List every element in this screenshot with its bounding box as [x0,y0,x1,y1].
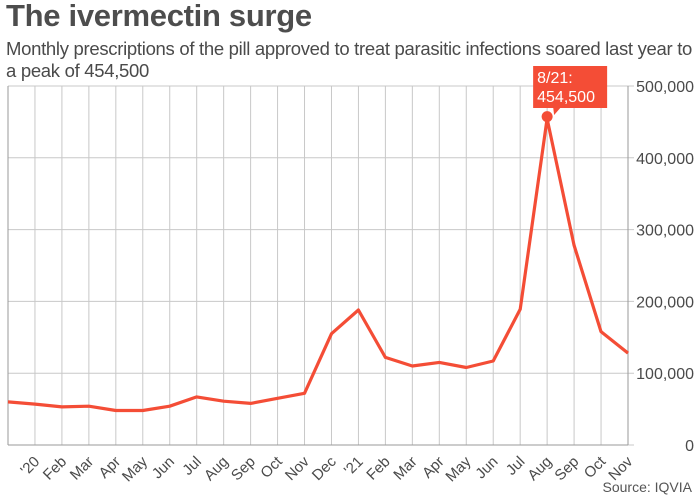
x-tick-label: Jun [472,453,501,482]
x-tick-label: Feb [40,453,70,483]
y-axis: 0 100,000 200,000 300,000 400,000 500,000 [636,79,694,455]
x-tick-label: Sep [228,453,259,484]
x-tick-label: May [442,453,474,485]
x-tick-label: Aug [524,453,555,484]
x-tick-label: Jun [149,453,178,482]
peak-marker [541,111,553,123]
x-tick-label: Mar [390,453,420,483]
x-tick-label: Aug [201,453,232,484]
x-tick-label: May [119,453,151,485]
x-tick-label: '21 [341,453,367,479]
y-tick-label: 400,000 [636,151,694,168]
y-tick-label: 200,000 [636,294,694,311]
y-tick-label: 500,000 [636,79,694,96]
x-tick-label: Oct [581,453,610,482]
x-tick-label: Feb [363,453,393,483]
y-tick-label: 0 [685,438,694,455]
x-tick-label: Nov [282,453,313,484]
y-tick-label: 300,000 [636,223,694,240]
x-tick-label: '20 [17,453,43,479]
x-tick-label: Jul [503,453,529,479]
x-tick-label: Apr [419,453,448,482]
grid-layer [7,85,634,446]
x-tick-label: Jul [179,453,205,479]
y-tick-label: 100,000 [636,366,694,383]
series-line [7,117,629,413]
x-tick-label: Sep [551,453,582,484]
x-tick-label: Mar [67,453,97,483]
x-tick-label: Dec [309,453,340,484]
callout-box [533,66,608,108]
x-tick-label: Oct [257,453,286,482]
chart-subtitle: Monthly prescriptions of the pill approv… [6,38,693,81]
chart-title: The ivermectin surge [6,0,312,33]
callout-date: 8/21: [537,70,573,87]
annotation-layer: 8/21: 454,500 [533,66,608,123]
x-tick-label: Apr [96,453,125,482]
source-note: Source: IQVIA [602,479,692,495]
callout-pointer [553,107,562,115]
callout-value: 454,500 [537,89,595,106]
series-layer [7,117,629,413]
